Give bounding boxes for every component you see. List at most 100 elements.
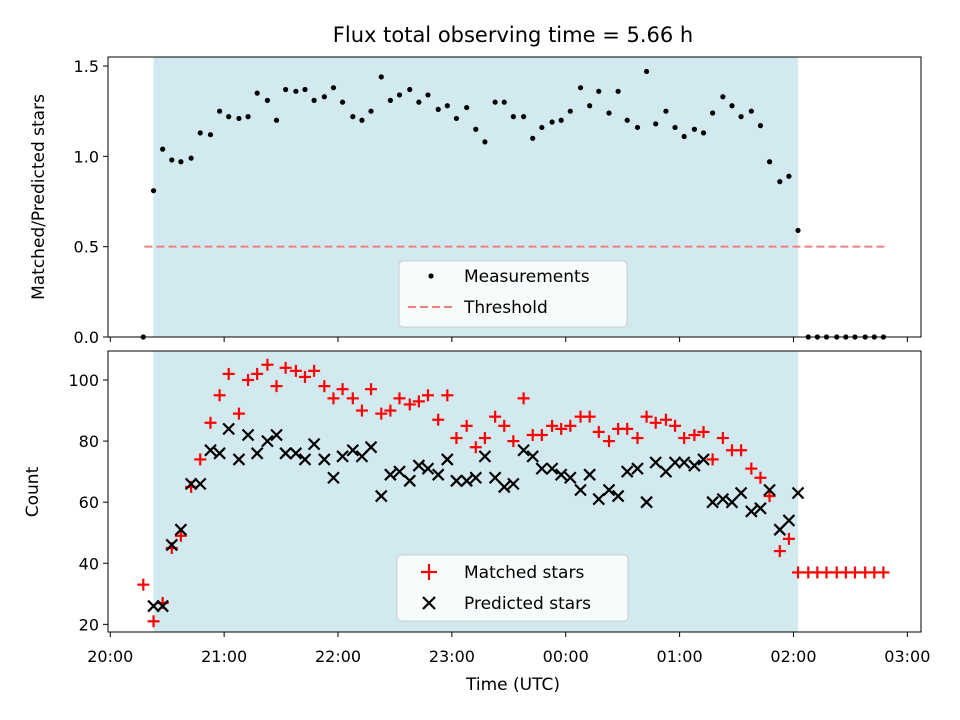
matched-star-point: [564, 419, 577, 432]
measurement-point: [729, 103, 735, 109]
predicted-star-point: [403, 474, 417, 488]
measurement-point: [169, 157, 175, 163]
matched-star-point: [489, 410, 502, 423]
matched-star-point: [213, 389, 226, 402]
bottom-y-axis-label: Count: [23, 466, 43, 517]
matched-star-point: [659, 413, 672, 426]
measurement-point: [510, 114, 516, 120]
matched-star-point: [697, 425, 710, 438]
matched-star-point: [279, 361, 292, 374]
matched-star-point: [469, 441, 482, 454]
predicted-star-point: [677, 456, 691, 469]
measurement-point: [197, 130, 203, 136]
legend-threshold-label: Threshold: [463, 298, 548, 318]
predicted-star-point: [165, 538, 179, 552]
measurement-point: [407, 86, 413, 93]
matched-star-point: [735, 444, 748, 457]
matched-star-point: [517, 392, 530, 405]
matched-star-point: [232, 407, 245, 420]
matched-star-point: [270, 380, 283, 393]
measurement-point: [672, 124, 678, 131]
predicted-star-point: [734, 486, 748, 500]
bottom-y-tick-label: 60: [79, 493, 99, 512]
predicted-star-point: [554, 468, 568, 481]
measurement-point: [653, 121, 659, 127]
measurement-point: [188, 155, 194, 161]
measurement-point: [254, 90, 260, 96]
matched-star-point: [546, 419, 559, 432]
legend-matched-marker: [421, 564, 437, 580]
measurement-point: [435, 106, 441, 112]
top-y-tick-label: 0.5: [74, 238, 99, 257]
matched-star-point: [384, 404, 397, 417]
top-y-axis-label: Matched/Predicted stars: [29, 94, 49, 300]
measurement-point: [482, 139, 488, 145]
predicted-star-point: [241, 428, 255, 442]
matched-star-point: [308, 364, 321, 377]
predicted-star-point: [640, 495, 653, 509]
predicted-star-point: [393, 465, 406, 478]
matched-star-point: [773, 545, 786, 558]
measurement-point: [539, 124, 545, 131]
measurement-point: [359, 117, 365, 123]
predicted-star-point: [620, 465, 634, 478]
predicted-star-point: [222, 422, 235, 436]
measurement-point: [245, 114, 251, 120]
measurement-point: [216, 108, 223, 114]
predicted-star-point: [583, 468, 596, 481]
measurement-point: [567, 108, 573, 114]
matched-star-point: [346, 392, 359, 405]
matched-star-point: [555, 422, 568, 435]
predicted-star-point: [668, 456, 682, 469]
measurement-point: [444, 103, 450, 109]
measurement-point: [453, 115, 460, 122]
measurement-point: [236, 115, 242, 122]
matched-star-point: [754, 471, 767, 484]
bottom-legend: Matched stars Predicted stars: [396, 554, 629, 622]
matched-star-point: [688, 428, 701, 441]
measurement-point: [615, 88, 621, 94]
predicted-star-point: [791, 486, 805, 500]
predicted-star-point: [184, 477, 198, 491]
top-legend: Measurements Threshold: [398, 260, 628, 328]
matched-star-point: [222, 367, 235, 380]
predicted-star-point: [450, 474, 463, 488]
predicted-star-point: [478, 450, 492, 463]
bottom-y-tick-label: 40: [79, 554, 99, 573]
measurement-point: [521, 114, 527, 120]
matched-star-point: [669, 419, 682, 432]
matched-star-point: [147, 615, 160, 628]
predicted-star-point: [716, 492, 730, 506]
predicted-star-point: [270, 428, 283, 442]
measurement-point: [596, 88, 602, 94]
matched-star-point: [631, 432, 644, 445]
matched-star-point: [355, 404, 368, 417]
predicted-star-point: [364, 440, 378, 454]
predicted-star-point: [649, 456, 662, 469]
measurement-point: [738, 114, 744, 120]
predicted-star-point: [336, 450, 349, 463]
matched-star-point: [745, 462, 758, 475]
predicted-star-point: [545, 462, 559, 475]
measurement-point: [387, 97, 393, 103]
measurement-point: [150, 188, 157, 194]
predicted-star-point: [535, 462, 549, 475]
predicted-star-point: [688, 459, 701, 472]
predicted-star-point: [412, 459, 426, 472]
matched-star-points: [137, 358, 890, 628]
matched-star-point: [251, 367, 264, 380]
measurement-point: [396, 92, 403, 98]
predicted-star-point: [469, 471, 483, 485]
predicted-star-point: [147, 599, 160, 613]
measurement-point: [226, 114, 232, 120]
matched-star-point: [336, 383, 349, 396]
measurement-point: [700, 130, 707, 136]
bottom-y-tick-label: 100: [68, 371, 99, 390]
top-plot-frame: [107, 56, 922, 338]
matched-star-point: [649, 416, 662, 429]
matched-star-point: [318, 380, 331, 393]
predicted-star-point: [441, 453, 454, 466]
x-tick-label: 20:00: [87, 647, 133, 666]
predicted-star-point: [754, 502, 767, 515]
matched-star-point: [848, 566, 861, 579]
